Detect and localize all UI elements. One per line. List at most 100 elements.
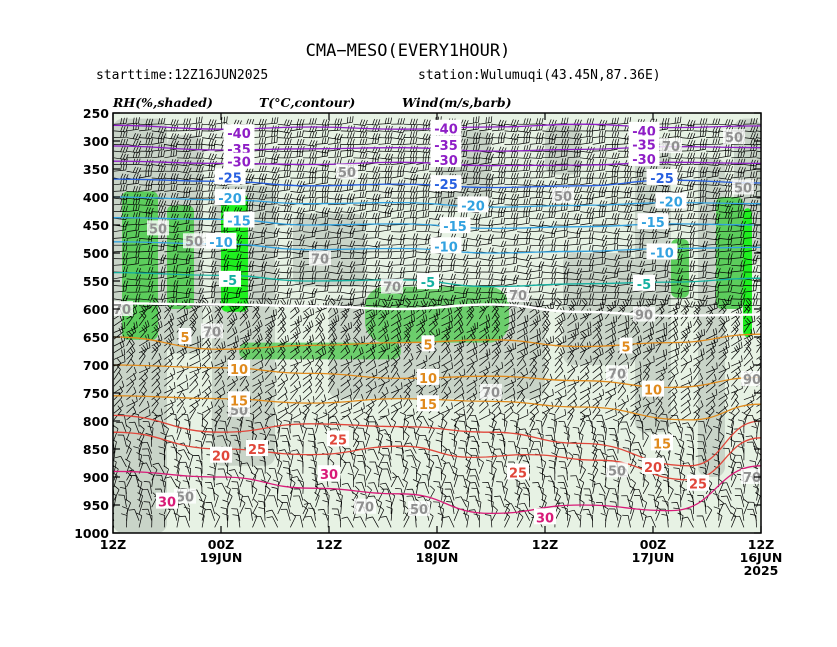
wind-barb bbox=[378, 153, 394, 160]
wind-barb bbox=[378, 191, 393, 199]
wind-barb bbox=[491, 345, 502, 360]
wind-barb bbox=[579, 331, 587, 347]
wind-barb bbox=[315, 119, 330, 126]
wind-barb bbox=[202, 260, 217, 267]
wind-barb bbox=[277, 126, 293, 134]
wind-barb bbox=[542, 364, 549, 380]
wind-barb bbox=[630, 260, 645, 267]
wind-barb bbox=[176, 124, 191, 132]
wind-barb bbox=[189, 264, 203, 273]
wind-barb bbox=[731, 384, 738, 400]
wind-barb bbox=[138, 344, 147, 360]
wind-barb bbox=[428, 254, 444, 261]
wind-barb bbox=[592, 123, 606, 132]
wind-barb bbox=[265, 117, 279, 125]
wind-barb bbox=[731, 318, 741, 333]
pressure-tick-label: 450 bbox=[83, 218, 109, 233]
wind-barb bbox=[517, 210, 530, 219]
wind-barb bbox=[151, 178, 166, 186]
wind-barb bbox=[706, 298, 720, 306]
temperature-label: 25 bbox=[509, 467, 527, 482]
wind-barb bbox=[113, 348, 126, 360]
wind-barb bbox=[567, 178, 582, 186]
wind-barb bbox=[353, 258, 367, 266]
wind-barb bbox=[680, 119, 696, 127]
wind-barb bbox=[731, 293, 746, 300]
wind-barb bbox=[743, 171, 758, 179]
wind-barb bbox=[126, 251, 140, 259]
wind-barb bbox=[239, 260, 255, 267]
wind-barb bbox=[567, 273, 582, 280]
wind-barb bbox=[151, 257, 165, 266]
wind-barb bbox=[290, 130, 304, 138]
wind-barb bbox=[290, 207, 305, 214]
wind-barb bbox=[516, 359, 527, 374]
wind-barb bbox=[176, 138, 192, 146]
wind-barb bbox=[441, 386, 452, 400]
wind-barb bbox=[466, 379, 477, 394]
wind-barb bbox=[239, 265, 254, 273]
wind-barb bbox=[491, 226, 507, 233]
wind-barb bbox=[264, 375, 277, 387]
wind-barb bbox=[491, 351, 499, 367]
wind-barb bbox=[441, 325, 451, 340]
wind-barb bbox=[580, 206, 595, 214]
wind-barb bbox=[277, 378, 286, 394]
temperature-label: -5 bbox=[223, 274, 237, 289]
wind-barb bbox=[214, 206, 229, 213]
wind-barb bbox=[340, 206, 356, 214]
time-tick-label: 12Z bbox=[100, 537, 126, 552]
wind-barb bbox=[264, 324, 273, 340]
wind-barb bbox=[138, 320, 150, 333]
wind-barb bbox=[139, 258, 153, 266]
wind-barb bbox=[504, 193, 520, 201]
wind-barb bbox=[592, 163, 606, 172]
wind-barb bbox=[529, 328, 541, 340]
wind-barb bbox=[580, 130, 594, 138]
wind-barb bbox=[164, 184, 178, 192]
wind-barb bbox=[302, 308, 315, 320]
wind-barb bbox=[680, 291, 695, 300]
wind-barb bbox=[680, 358, 688, 373]
wind-barb bbox=[680, 212, 696, 220]
wind-barb bbox=[328, 206, 343, 214]
wind-barb bbox=[693, 184, 707, 192]
wind-barb bbox=[453, 352, 464, 367]
wind-barb bbox=[327, 351, 335, 367]
wind-barb bbox=[202, 164, 216, 172]
rh-label: 70 bbox=[356, 501, 374, 516]
wind-barb bbox=[580, 273, 595, 280]
wind-barb bbox=[113, 231, 128, 239]
wind-barb bbox=[151, 320, 163, 333]
wind-barb bbox=[378, 260, 394, 268]
wind-barb bbox=[617, 177, 632, 186]
wind-barb bbox=[491, 197, 505, 206]
wind-barb bbox=[126, 139, 142, 147]
wind-barb bbox=[479, 259, 494, 267]
wind-barb bbox=[365, 291, 380, 300]
wind-barb bbox=[731, 360, 742, 374]
wind-barb bbox=[416, 156, 429, 165]
wind-barb bbox=[403, 331, 411, 347]
wind-barb bbox=[592, 219, 607, 226]
wind-barb bbox=[252, 150, 266, 159]
wind-barb bbox=[403, 185, 418, 193]
wind-barb bbox=[605, 218, 619, 226]
wind-barb bbox=[504, 185, 519, 193]
wind-barb bbox=[580, 172, 595, 179]
temperature-label: 25 bbox=[689, 478, 707, 493]
wind-barb bbox=[365, 345, 376, 360]
wind-barb bbox=[239, 252, 254, 259]
wind-barb bbox=[580, 136, 594, 145]
wind-barb bbox=[479, 164, 493, 172]
wind-barb bbox=[138, 378, 146, 394]
wind-barb bbox=[554, 337, 563, 353]
wind-barb bbox=[290, 293, 305, 300]
wind-barb bbox=[239, 192, 255, 200]
wind-barb bbox=[227, 313, 238, 327]
wind-barb bbox=[302, 145, 317, 152]
wind-barb bbox=[756, 309, 761, 313]
wind-barb bbox=[579, 321, 592, 333]
wind-barb bbox=[365, 156, 379, 165]
wind-barb bbox=[328, 185, 343, 193]
